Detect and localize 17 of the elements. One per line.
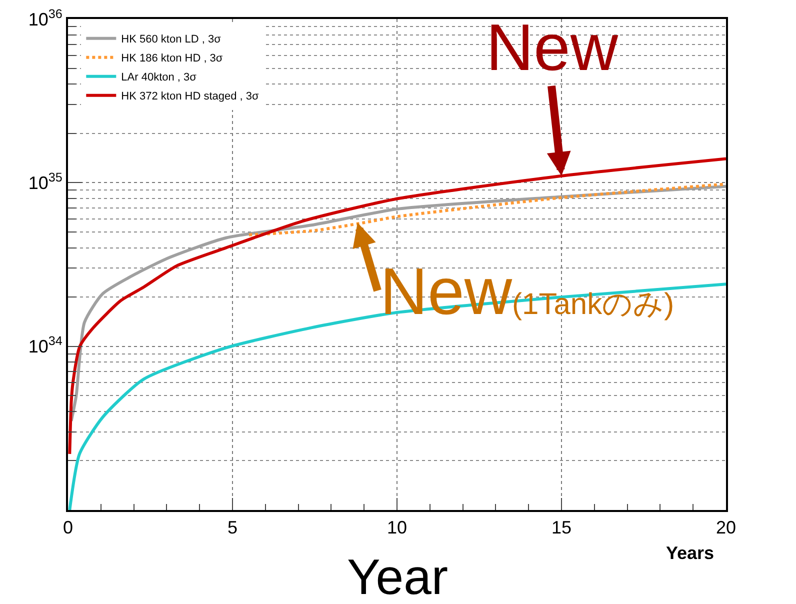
x-tick-label: 20 — [716, 518, 736, 538]
line-series — [68, 157, 726, 456]
legend-label: HK 372 kton HD staged , 3σ — [121, 90, 260, 103]
y-tick-label: 10$^{36}$ — [28, 6, 62, 30]
legend-label: HK 560 kton LD , 3σ — [121, 34, 222, 46]
y-tick-label: 10$^{35}$ — [28, 170, 62, 193]
x-tick-label: 0 — [62, 518, 74, 538]
text: Year — [347, 549, 448, 604]
x-tick-label: 10 — [386, 518, 408, 538]
line-series — [247, 182, 726, 236]
legend-label: LAr 40kton , 3σ — [121, 72, 197, 84]
annotation: New — [486, 10, 618, 84]
x-tick-label: 15 — [551, 518, 572, 538]
x-tick-label: 5 — [227, 518, 238, 538]
x-axis-title: Years — [666, 543, 714, 564]
legend-label: HK 186 kton HD , 3σ — [121, 52, 223, 65]
y-tick-label: 10$^{34}$ — [28, 334, 62, 357]
